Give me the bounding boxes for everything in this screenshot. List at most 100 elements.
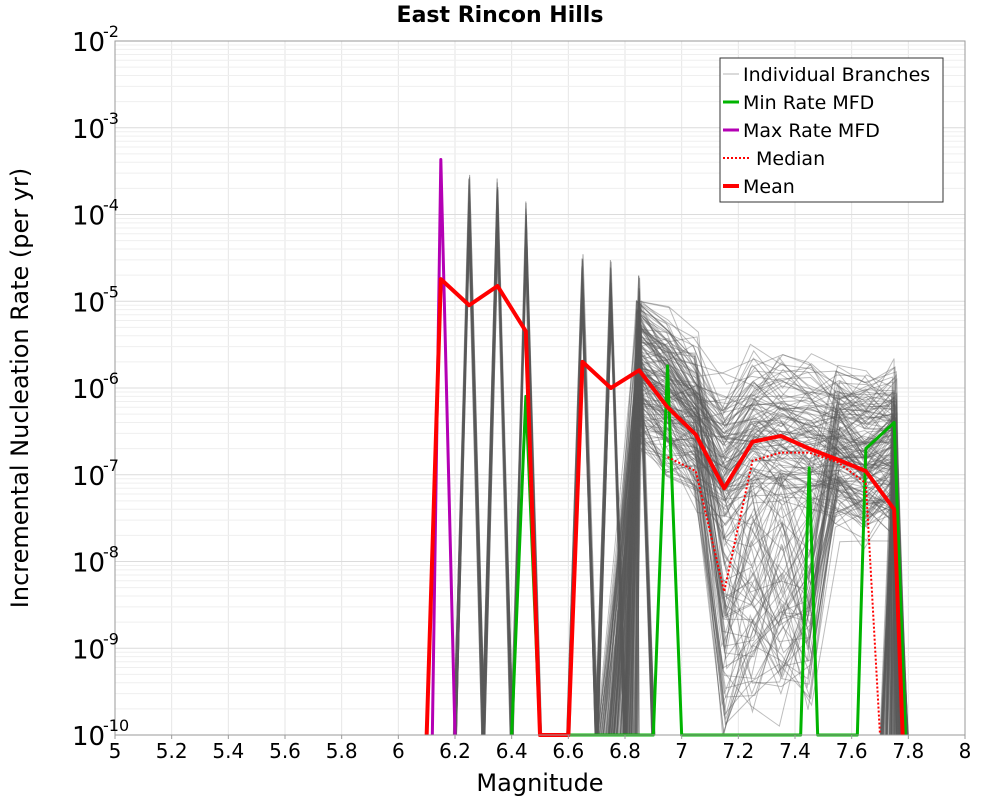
series-line-mean [424, 277, 905, 737]
y-tick-label: 10-10 [72, 716, 129, 752]
x-tick-label: 5.2 [156, 739, 188, 763]
branch-line [607, 341, 896, 736]
x-tick-label: 7.8 [892, 739, 924, 763]
branch-line [627, 310, 893, 736]
legend-label: Mean [743, 176, 795, 198]
branch-line [630, 300, 895, 736]
branch-line [610, 305, 898, 736]
legend-label: Individual Branches [743, 64, 930, 86]
branch-line [635, 300, 893, 736]
branch-line [623, 329, 894, 736]
series-line-max-rate-mfd [430, 158, 457, 736]
branch-line [624, 319, 909, 736]
branch-line [620, 336, 905, 736]
branch-line [629, 309, 895, 736]
branch-line [611, 302, 897, 736]
branch-line [633, 325, 898, 736]
branch-line [607, 351, 893, 736]
branch-line [613, 370, 903, 736]
branch-line [597, 372, 900, 736]
branch-line [613, 437, 900, 736]
branch-line [613, 367, 908, 736]
x-tick-label: 5.8 [326, 739, 358, 763]
branch-line [626, 370, 897, 736]
branch-line [609, 397, 893, 736]
y-tick-label: 10-3 [72, 109, 119, 145]
branch-line [630, 300, 899, 736]
branch-line [484, 240, 514, 736]
branch-line [618, 316, 895, 736]
branch-line [620, 350, 902, 736]
branch-line [604, 323, 899, 736]
branch-line [628, 300, 897, 736]
plot-frame [114, 40, 966, 736]
branch-line [608, 328, 903, 736]
branch-line [608, 335, 909, 736]
branch-line [606, 300, 909, 736]
chart-title: East Rincon Hills [397, 3, 604, 28]
branch-line [597, 315, 628, 736]
branch-line [633, 414, 904, 736]
y-tick-exponent: -9 [103, 629, 119, 648]
x-tick-label: 6.6 [552, 739, 584, 763]
branch-line [601, 353, 896, 736]
y-tick-exponent: -2 [103, 22, 119, 41]
branch-line [625, 343, 656, 736]
branch-line [628, 399, 901, 736]
branch-line [612, 443, 898, 736]
legend: Individual Branches Min Rate MFD Max Rate … [719, 57, 944, 203]
branch-line [599, 406, 909, 736]
branch-line [617, 418, 893, 736]
branch-line [628, 367, 897, 736]
y-tick-exponent: -7 [103, 456, 119, 475]
y-tick-exponent: -8 [103, 543, 119, 562]
branch-line [631, 375, 895, 736]
y-tick-exponent: -3 [103, 109, 119, 128]
branch-line [603, 336, 895, 736]
branch-line [636, 375, 909, 736]
branch-line [454, 206, 484, 736]
y-tick-exponent: -4 [103, 196, 119, 215]
branch-line [632, 430, 897, 736]
branch-line [597, 380, 892, 736]
x-tick-label: 6 [392, 739, 405, 763]
branch-line [613, 362, 902, 736]
branch-line [630, 413, 900, 736]
x-tick-label: 5.6 [269, 739, 301, 763]
branch-line [621, 337, 909, 736]
branch-line [635, 326, 897, 736]
branch-line [598, 420, 908, 736]
x-tick-label: 7.6 [836, 739, 868, 763]
x-tick-label: 6.4 [496, 739, 528, 763]
branch-line [600, 374, 898, 736]
branch-line [631, 308, 897, 736]
branch-line [636, 316, 903, 736]
branch-line [611, 336, 901, 736]
branch-line [635, 370, 897, 736]
branch-line [628, 411, 908, 736]
branch-line [623, 367, 900, 736]
y-tick-base: 10 [72, 28, 105, 58]
y-tick-base: 10 [72, 549, 105, 579]
branch-line [625, 314, 906, 736]
y-tick-label: 10-9 [72, 629, 119, 665]
y-tick-base: 10 [72, 722, 105, 752]
branch-line [616, 423, 897, 736]
branch-line [603, 343, 897, 736]
branch-line [598, 359, 899, 736]
x-axis-ticks: 5 5.2 5.4 5.6 5.8 6 6.2 6.4 6.6 6.8 7 7.2 7.4 7.6 7.8 8 [109, 735, 971, 763]
branch-line [637, 329, 900, 736]
y-tick-label: 10-6 [72, 369, 119, 405]
branch-line [636, 300, 894, 736]
branch-line [620, 307, 898, 736]
x-tick-label: 7 [675, 739, 688, 763]
branch-line [597, 308, 908, 736]
branch-line [624, 325, 896, 736]
legend-label: Max Rate MFD [743, 120, 880, 142]
y-tick-exponent: -6 [103, 369, 119, 388]
branch-line [601, 335, 896, 736]
branch-line [634, 326, 908, 736]
branch-line [622, 275, 653, 736]
branch-line [597, 440, 899, 736]
